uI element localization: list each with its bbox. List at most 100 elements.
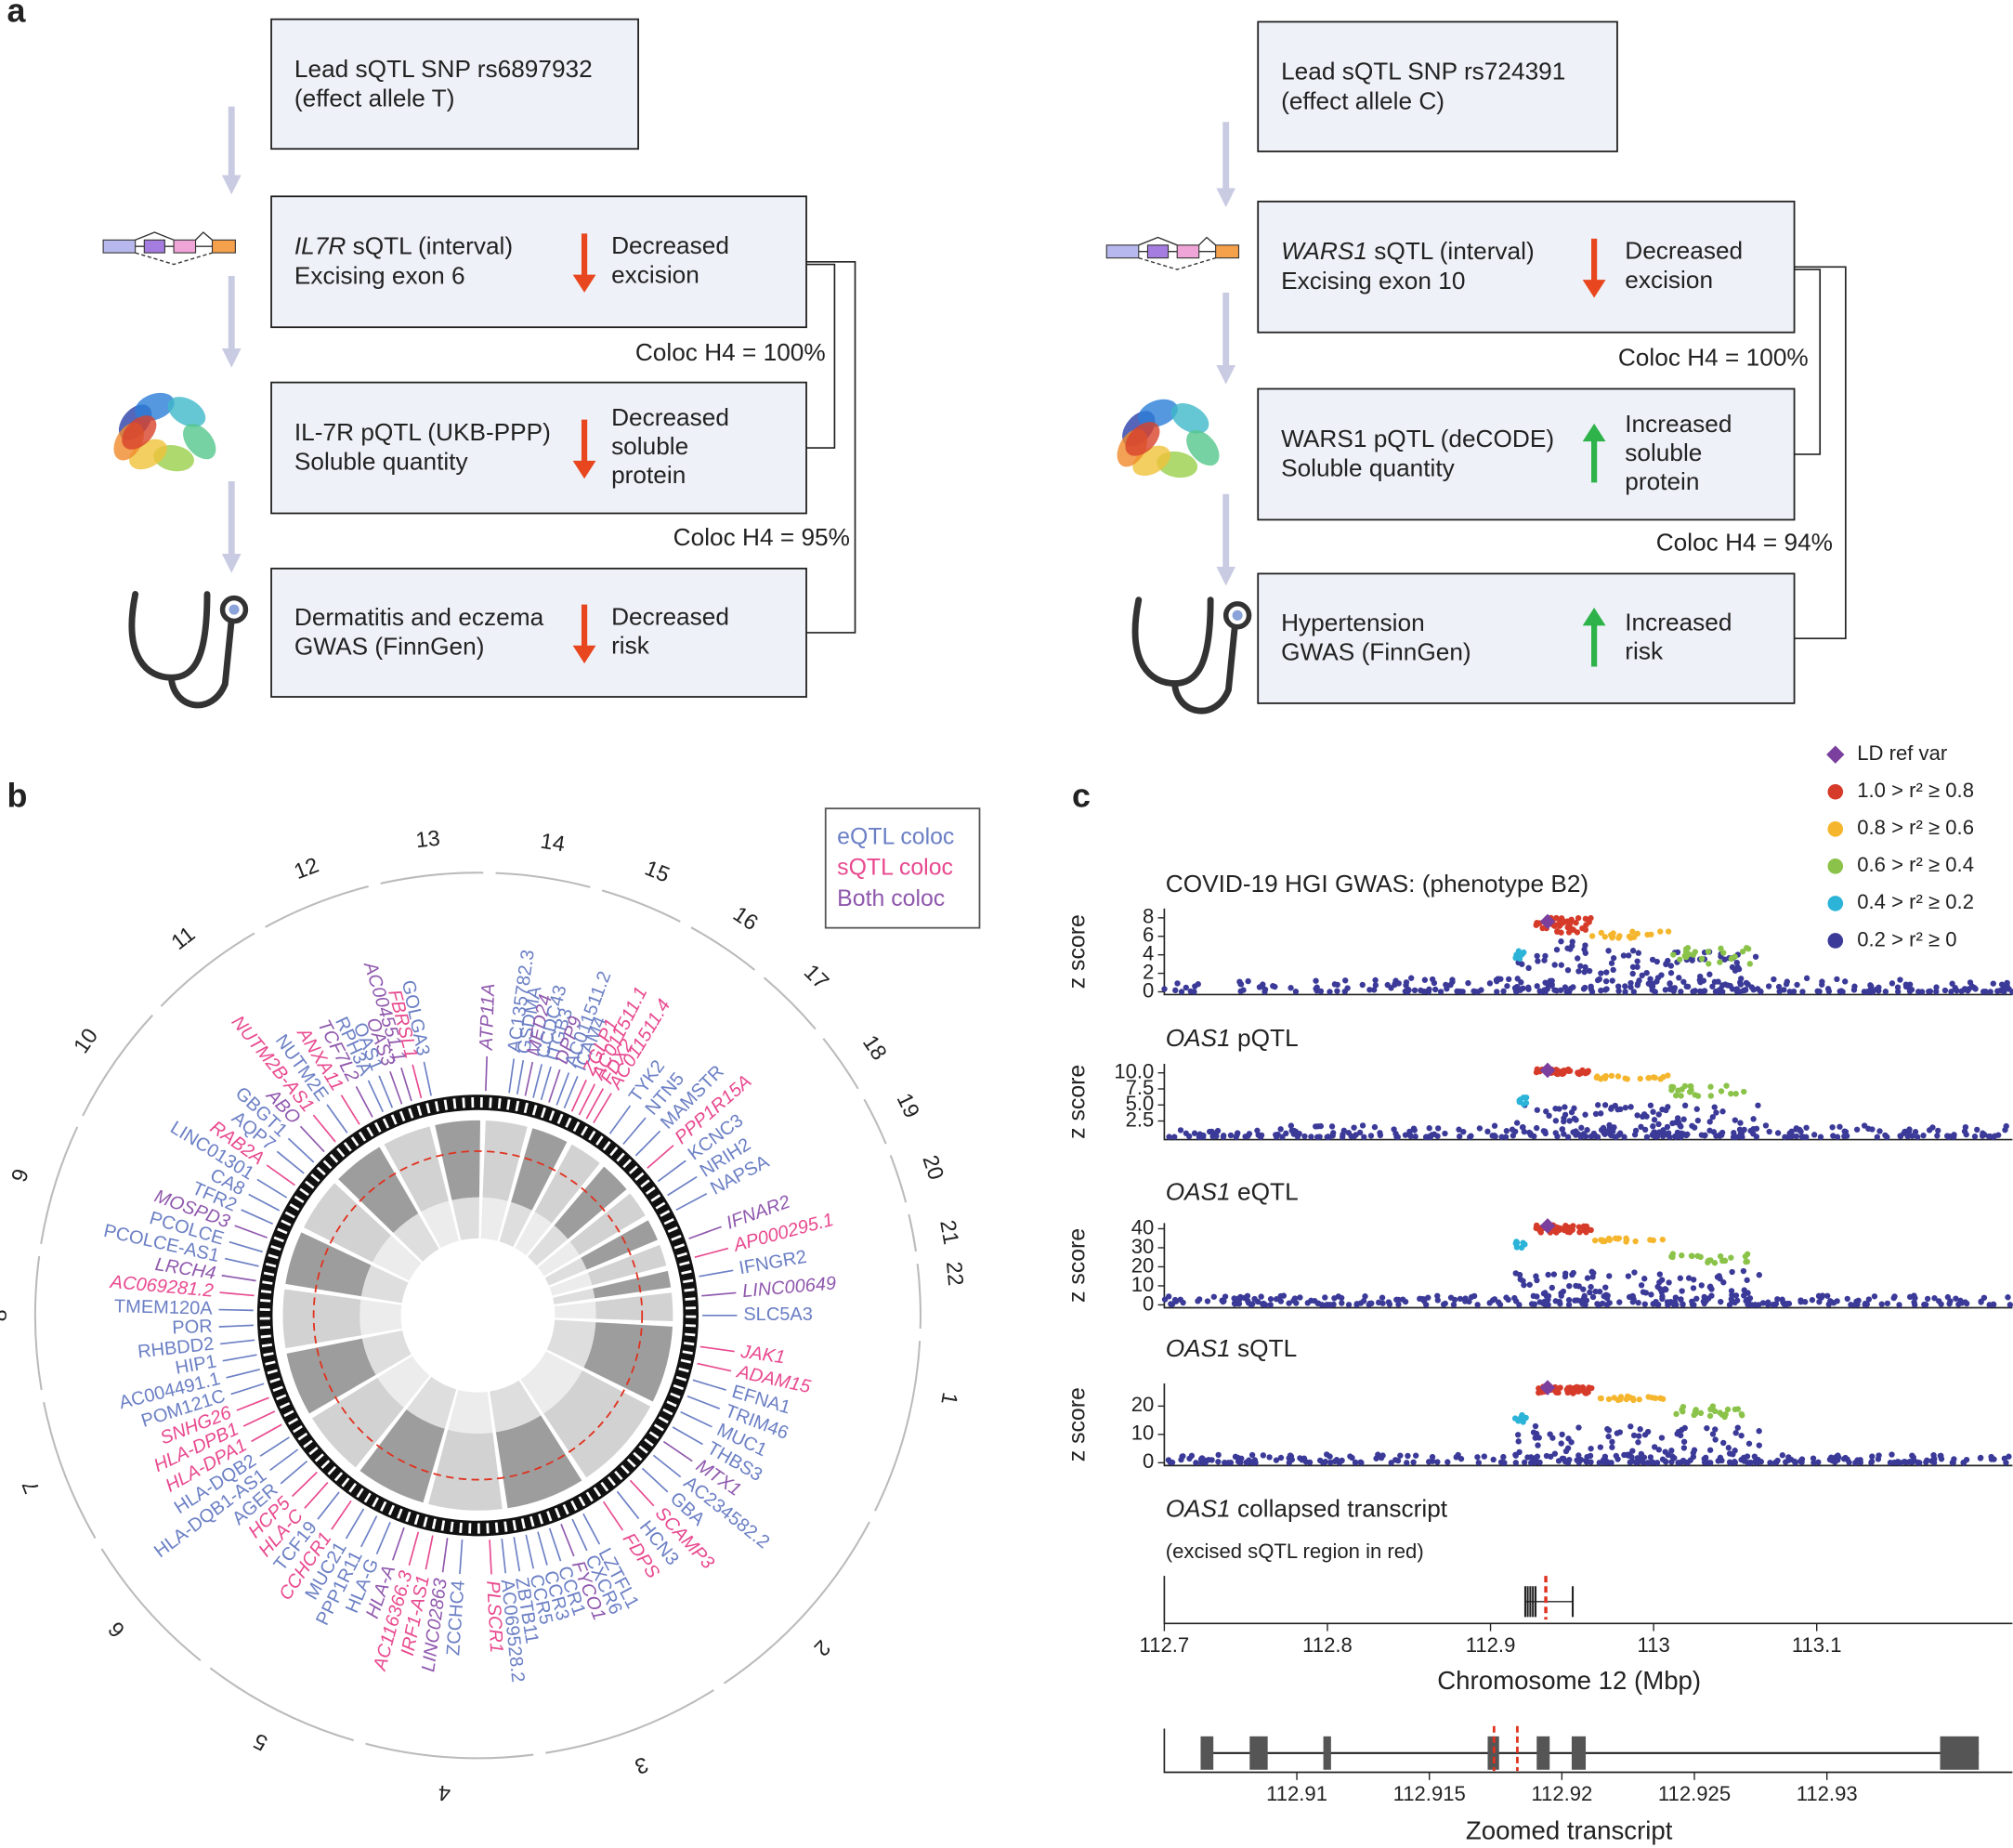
scatter-point (1834, 1134, 1841, 1140)
scatter-point (1669, 1083, 1677, 1091)
scatter-point (1535, 1442, 1541, 1448)
scatter-point (1534, 1277, 1540, 1284)
scatter-point (1791, 1458, 1797, 1465)
scatter-point (1800, 1134, 1808, 1140)
chromosome-arc (916, 1264, 922, 1329)
scatter-point (1978, 1299, 1984, 1305)
scatter-point (1581, 1292, 1588, 1300)
scatter-point (1673, 1410, 1680, 1418)
scatter-point (1974, 1126, 1980, 1134)
scatter-point (1425, 1459, 1432, 1465)
scatter-point (1273, 1457, 1280, 1463)
axis (1163, 1064, 2013, 1141)
scatter-point (1562, 1270, 1569, 1277)
coloc-label: Coloc H4 = 95% (673, 523, 850, 551)
scatter-point (1721, 956, 1728, 963)
scatter-point (1522, 1094, 1528, 1101)
scatter-point (1667, 970, 1675, 976)
scatter-point (1767, 1460, 1773, 1466)
scatter-point (1912, 1129, 1919, 1135)
flow-box (1257, 387, 1796, 521)
scatter-point (1516, 1302, 1523, 1308)
scatter-point (1633, 1460, 1640, 1466)
stethoscope-icon (229, 604, 240, 615)
scatter-point (1588, 1226, 1594, 1234)
scatter-point (1649, 983, 1655, 990)
manhattan-sector (421, 1200, 459, 1249)
manhattan-sector (553, 1288, 595, 1304)
scatter-point (1563, 988, 1570, 995)
plot-title-part: OAS1 (1166, 1024, 1231, 1052)
scatter-point (1740, 987, 1747, 994)
legend-marker (1827, 783, 1844, 800)
scatter-point (1987, 989, 1993, 995)
step-text-part: Soluble quantity (294, 448, 469, 476)
scatter-point (1266, 1454, 1273, 1461)
scatter-point (1601, 1102, 1609, 1108)
scatter-point (1741, 1287, 1747, 1293)
manhattan-sector (544, 1257, 587, 1286)
scatter-point (1651, 1444, 1658, 1450)
scatter-point (1345, 1302, 1353, 1308)
scatter-point (1863, 989, 1870, 995)
step-text-part: Excising exon 6 (294, 261, 465, 289)
effect-arrow-head (572, 645, 596, 664)
scatter-point (1577, 1298, 1584, 1304)
scatter-point (1598, 929, 1604, 937)
scatter-point (1678, 989, 1684, 995)
scatter-point (1511, 1294, 1518, 1302)
scatter-point (1719, 1129, 1726, 1136)
scatter-point (1258, 1293, 1264, 1300)
scatter-point (1803, 975, 1810, 982)
scatter-point (1634, 980, 1641, 987)
scatter-point (1515, 1418, 1522, 1424)
scatter-point (1638, 1451, 1645, 1458)
scatter-point (1273, 1296, 1280, 1303)
scatter-point (1403, 979, 1410, 986)
manhattan-sector (359, 1409, 445, 1503)
scatter-point (1951, 1134, 1957, 1140)
scatter-point (1963, 1457, 1970, 1463)
effect-arrow-head (572, 460, 596, 479)
scatter-point (1979, 1133, 1986, 1139)
scatter-point (1392, 1457, 1399, 1463)
scatter-point (1339, 1457, 1345, 1464)
scatter-point (1331, 1458, 1339, 1465)
scatter-point (1570, 1269, 1576, 1277)
scatter-point (1586, 967, 1593, 975)
manhattan-sector (490, 1380, 542, 1433)
scatter-point (1636, 1433, 1642, 1439)
manhattan-sector (554, 1166, 627, 1239)
scatter-point (1541, 1128, 1549, 1134)
chromosome-arc (40, 1126, 79, 1244)
scatter-point (1797, 1299, 1804, 1305)
scatter-point (1690, 951, 1697, 958)
step-text-part: Excising exon 10 (1281, 267, 1465, 295)
manhattan-sector (549, 1272, 593, 1296)
scatter-point (1566, 1118, 1573, 1124)
scatter-point (1724, 1406, 1732, 1413)
scatter-point (1532, 1422, 1539, 1430)
scatter-point (1750, 987, 1757, 993)
scatter-point (1690, 1449, 1697, 1456)
scatter-point (1935, 1127, 1941, 1134)
stethoscope-icon (128, 591, 235, 709)
scatter-point (1583, 1229, 1589, 1236)
scatter-point (1819, 978, 1825, 985)
chromosome-arc (763, 976, 817, 1030)
scatter-point (1894, 984, 1902, 990)
manhattan-sector (593, 1270, 672, 1299)
scatter-point (1413, 1452, 1419, 1459)
gene-connector (699, 1345, 735, 1353)
scatter-point (1641, 1276, 1648, 1282)
scatter-point (1566, 1282, 1573, 1290)
scatter-point (1328, 1123, 1336, 1130)
gene-connector (697, 1362, 732, 1372)
chromosome-arc (690, 926, 756, 971)
y-axis-label: z score (1064, 1065, 1090, 1139)
gene-connector (459, 1539, 464, 1575)
scatter-point (1627, 1459, 1633, 1466)
scatter-point (1552, 1298, 1559, 1304)
scatter-point (1835, 1452, 1841, 1459)
scatter-point (1322, 1294, 1328, 1301)
